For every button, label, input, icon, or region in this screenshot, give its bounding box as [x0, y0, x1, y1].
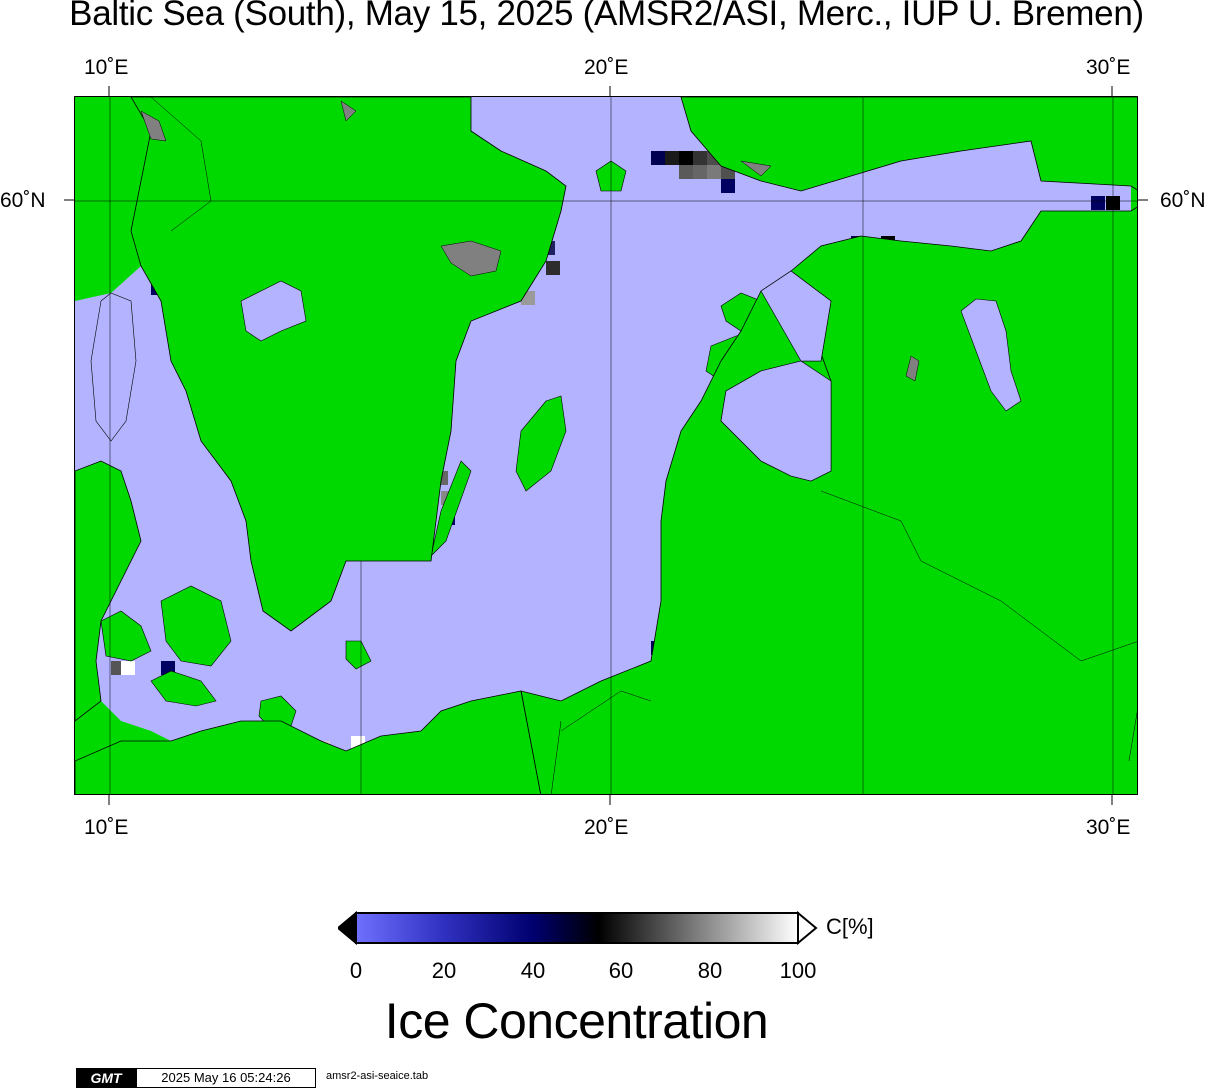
lat-label-right-60: 60˚N — [1160, 189, 1206, 212]
timestamp: 2025 May 16 05:24:26 — [136, 1068, 316, 1088]
colorbar-tick-60: 60 — [608, 958, 634, 983]
no-data-patches — [140, 100, 920, 382]
colorbar-tick-80: 80 — [697, 958, 723, 983]
colorbar-tick-100: 100 — [779, 958, 817, 983]
lon-label-bottom-20: 20˚E — [584, 816, 629, 839]
colorbar-low-arrow — [336, 910, 357, 946]
graticule — [75, 97, 1137, 794]
lat-label-left-60: 60˚N — [0, 189, 46, 212]
command-name: amsr2-asi-seaice.tab — [326, 1070, 429, 1082]
colorbar-tick-40: 40 — [520, 958, 546, 983]
colorbar — [336, 910, 838, 951]
colorbar-tick-20: 20 — [431, 958, 457, 983]
gmt-logo: GMT — [76, 1068, 136, 1088]
lon-label-bottom-10: 10˚E — [84, 816, 129, 839]
ice-concentration-map — [74, 96, 1138, 795]
country-borders — [150, 97, 1137, 794]
map-title: Baltic Sea (South), May 15, 2025 (AMSR2/… — [69, 0, 1144, 33]
colorbar-tick-0: 0 — [349, 958, 363, 983]
inland-water — [90, 270, 1022, 482]
lon-label-bottom-30: 30˚E — [1086, 816, 1131, 839]
lon-label-top-30: 30˚E — [1086, 56, 1131, 79]
colorbar-gradient — [355, 912, 799, 944]
colorbar-label: Ice Concentration — [384, 993, 769, 1049]
lon-label-top-20: 20˚E — [584, 56, 629, 79]
lon-label-top-10: 10˚E — [84, 56, 129, 79]
map-canvas — [75, 97, 1137, 794]
colorbar-unit: C[%] — [826, 914, 874, 939]
colorbar-svg — [336, 910, 818, 946]
colorbar-high-arrow — [797, 910, 818, 946]
